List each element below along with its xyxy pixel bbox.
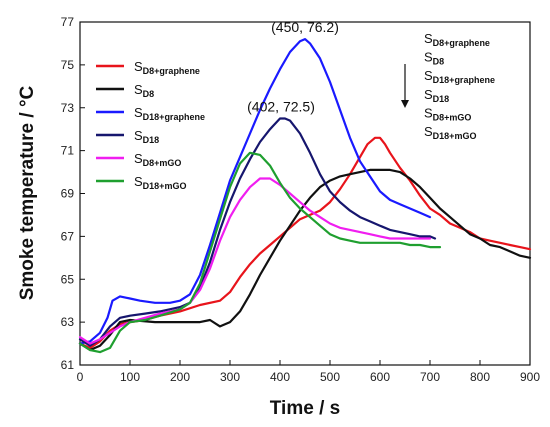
legend-label-sub: D18 <box>143 135 160 145</box>
order-legend-sub: D18+mGO <box>433 131 477 141</box>
legend-label-sub: D8+graphene <box>143 66 200 76</box>
order-legend-sub: D8+mGO <box>433 112 472 122</box>
legend-label: SD18+mGO <box>134 174 186 191</box>
legend-label-main: S <box>134 105 143 120</box>
series-line-d18-mgo <box>78 151 442 354</box>
x-tick-label: 400 <box>270 370 290 384</box>
order-legend-main: S <box>424 31 433 46</box>
order-arrow-head <box>401 100 409 108</box>
legend-label-main: S <box>134 59 143 74</box>
legend-label-sub: D18+mGO <box>143 181 187 191</box>
order-legend-sub: D8+graphene <box>433 38 490 48</box>
y-tick-label: 69 <box>61 187 75 201</box>
left-legend: SD8+grapheneSD8SD18+grapheneSD18SD8+mGOS… <box>96 59 205 191</box>
peak-annotation: (450, 76.2) <box>271 19 339 35</box>
x-tick-label: 600 <box>370 370 390 384</box>
series-lines <box>78 37 532 354</box>
legend-label-main: S <box>134 128 143 143</box>
x-tick-label: 0 <box>77 370 84 384</box>
x-tick-label: 100 <box>120 370 140 384</box>
y-tick-label: 67 <box>61 229 75 243</box>
legend-label-sub: D8+mGO <box>143 158 182 168</box>
y-tick-label: 63 <box>61 315 75 329</box>
order-legend-main: S <box>424 124 433 139</box>
legend-label-main: S <box>134 82 143 97</box>
legend-label-sub: D8 <box>143 89 155 99</box>
x-tick-label: 900 <box>520 370 540 384</box>
legend-label: SD18+graphene <box>134 105 205 122</box>
legend-label-main: S <box>134 174 143 189</box>
x-tick-label: 200 <box>170 370 190 384</box>
x-tick-label: 300 <box>220 370 240 384</box>
y-tick-label: 61 <box>61 358 75 372</box>
order-legend-label: SD8+graphene <box>424 31 490 48</box>
series-line-d18 <box>78 117 437 347</box>
x-axis-label: Time / s <box>270 398 340 419</box>
peak-annotation: (402, 72.5) <box>247 98 315 114</box>
legend-label: SD8 <box>134 82 154 99</box>
order-legend-main: S <box>424 68 433 83</box>
x-tick-label: 500 <box>320 370 340 384</box>
y-tick-label: 77 <box>61 15 75 29</box>
order-legend-label: SD18+graphene <box>424 68 495 85</box>
order-legend-label: SD18 <box>424 87 449 104</box>
order-legend-sub: D18 <box>433 94 450 104</box>
series-line-d8-mgo <box>78 177 432 345</box>
order-legend-main: S <box>424 87 433 102</box>
series-line-d18-graphene <box>78 37 432 345</box>
peak-annotations: (450, 76.2) (402, 72.5) <box>247 19 339 114</box>
y-tick-label: 75 <box>61 58 75 72</box>
order-legend-label: SD8 <box>424 50 444 67</box>
legend-label-sub: D18+graphene <box>143 112 205 122</box>
legend-label: SD8+mGO <box>134 151 181 168</box>
legend-label: SD18 <box>134 128 159 145</box>
series-line-d8 <box>78 168 532 352</box>
order-legend-sub: D8 <box>433 57 445 67</box>
order-legend-label: SD8+mGO <box>424 105 471 122</box>
order-legend-sub: D18+graphene <box>433 75 495 85</box>
order-legend-label: SD18+mGO <box>424 124 476 141</box>
x-tick-label: 700 <box>420 370 440 384</box>
y-tick-label: 65 <box>61 272 75 286</box>
right-order-legend: SD8+grapheneSD8SD18+grapheneSD18SD8+mGOS… <box>401 31 495 141</box>
axis-ticks: 0 100 200 300 400 500 600 700 800 900 61 63 65 67 69 71… <box>61 15 541 384</box>
y-tick-label: 73 <box>61 101 75 115</box>
y-axis-label: Smoke temperature / °C <box>17 85 38 300</box>
legend-label: SD8+graphene <box>134 59 200 76</box>
legend-label-main: S <box>134 151 143 166</box>
x-tick-label: 800 <box>470 370 490 384</box>
order-legend-main: S <box>424 105 433 120</box>
y-tick-label: 71 <box>61 144 75 158</box>
order-legend-main: S <box>424 50 433 65</box>
